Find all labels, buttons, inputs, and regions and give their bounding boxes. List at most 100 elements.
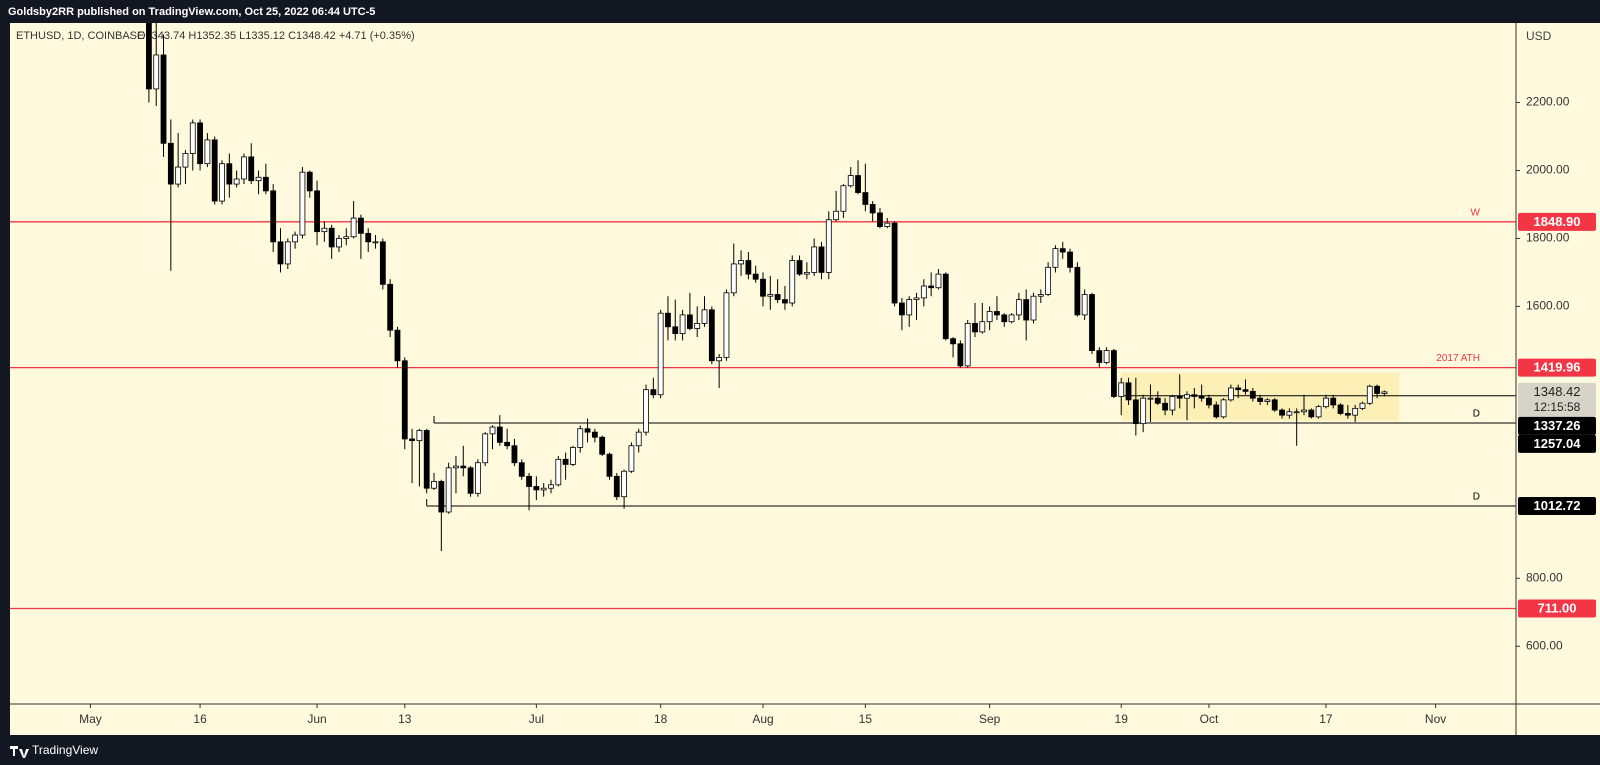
candle-body — [906, 299, 913, 316]
y-tick-label: 2000.00 — [1526, 163, 1570, 177]
candle-body — [657, 312, 664, 396]
candle-body — [599, 436, 606, 455]
candle-body — [716, 356, 723, 362]
candle-body — [226, 163, 233, 185]
legend-values: O1343.74 H1352.35 L1335.12 C1348.42 +4.7… — [137, 30, 415, 42]
candle-body — [686, 314, 693, 329]
candle-body — [241, 156, 247, 180]
candle-body — [167, 142, 174, 185]
candle-body — [1176, 396, 1183, 399]
x-tick-label: May — [79, 712, 102, 726]
candle-body — [577, 428, 584, 448]
candle-body — [628, 445, 635, 472]
candle-body — [1162, 402, 1168, 411]
candle-body — [219, 163, 225, 202]
y-tick-label: 600.00 — [1526, 638, 1563, 652]
candle-body — [621, 470, 627, 498]
candle-body — [540, 487, 547, 491]
candle-body — [248, 156, 255, 182]
candle-body — [964, 323, 971, 367]
price-badge-label: 1257.04 — [1534, 436, 1582, 451]
candle-body — [1008, 314, 1015, 323]
x-tick-label: Oct — [1200, 712, 1219, 726]
x-tick-label: Aug — [752, 712, 773, 726]
candle-body — [972, 323, 978, 333]
candle-body — [1023, 299, 1030, 321]
candle-body — [379, 241, 386, 285]
candle-body — [1081, 294, 1088, 316]
level-note: 2017 ATH — [1436, 353, 1480, 364]
candle-body — [738, 260, 744, 265]
x-tick-label: Nov — [1425, 712, 1446, 726]
candle-body — [299, 171, 306, 236]
candle-body — [760, 278, 766, 297]
candle-body — [899, 302, 905, 316]
candle-body — [1337, 404, 1344, 414]
y-tick-label: 800.00 — [1526, 570, 1563, 584]
candle-body — [803, 272, 810, 275]
candle-body — [884, 222, 891, 227]
candle-body — [920, 285, 927, 299]
candle-body — [1198, 396, 1205, 399]
candle-body — [511, 445, 518, 464]
candle-body — [1052, 248, 1059, 268]
candle-body — [1030, 295, 1037, 321]
candle-body — [584, 428, 591, 433]
candle-body — [182, 153, 189, 168]
candle-body — [1315, 406, 1322, 418]
candle-body — [811, 246, 818, 273]
candle-body — [292, 234, 299, 243]
candle-body — [562, 458, 569, 465]
candle-body — [913, 297, 920, 301]
candle-body — [409, 438, 415, 442]
candle-body — [438, 481, 445, 513]
candle-body — [986, 311, 993, 323]
candle-body — [840, 185, 847, 212]
candle-body — [533, 486, 540, 491]
candle-body — [489, 426, 496, 435]
candle-body — [1037, 294, 1044, 297]
candle-body — [204, 139, 211, 165]
candle-body — [606, 453, 613, 477]
candle-body — [1271, 399, 1278, 411]
candle-body — [328, 227, 335, 248]
candle-body — [350, 217, 357, 238]
candle-body — [416, 430, 423, 442]
candle-body — [950, 338, 956, 345]
currency-label: USD — [1526, 29, 1552, 43]
candle-body — [1344, 413, 1351, 416]
candle-body — [862, 192, 869, 205]
candle-body — [496, 426, 503, 443]
candle-body — [1235, 387, 1242, 391]
candle-body — [1132, 399, 1139, 425]
candle-body — [774, 294, 781, 301]
candle-body — [1045, 266, 1052, 295]
price-badge — [1518, 358, 1596, 377]
candle-body — [474, 462, 481, 494]
candle-body — [548, 484, 554, 489]
candle-body — [270, 190, 277, 243]
candle-body — [1352, 407, 1359, 416]
candle-body — [1169, 396, 1176, 411]
price-badge — [1518, 599, 1596, 618]
candle-body — [767, 294, 774, 297]
y-tick-label: 2200.00 — [1526, 95, 1570, 109]
header: Goldsby2RR published on TradingView.com,… — [8, 6, 375, 18]
candle-body — [482, 433, 489, 464]
x-tick-label: 17 — [1319, 712, 1333, 726]
candle-body — [1074, 266, 1081, 316]
candle-body — [1001, 314, 1008, 323]
price-badge — [1518, 496, 1596, 515]
candle-body — [891, 222, 898, 304]
candle-body — [153, 54, 160, 90]
candle-body — [555, 458, 562, 486]
candle-body — [1330, 397, 1337, 406]
price-badge-label: 1337.26 — [1534, 418, 1581, 433]
plot-area — [10, 23, 1516, 610]
candle-body — [358, 217, 364, 234]
candle-body — [745, 260, 752, 275]
candle-body — [321, 227, 328, 233]
candle-body — [504, 441, 511, 447]
candle-body — [1154, 397, 1161, 404]
candle-body — [1381, 391, 1388, 394]
